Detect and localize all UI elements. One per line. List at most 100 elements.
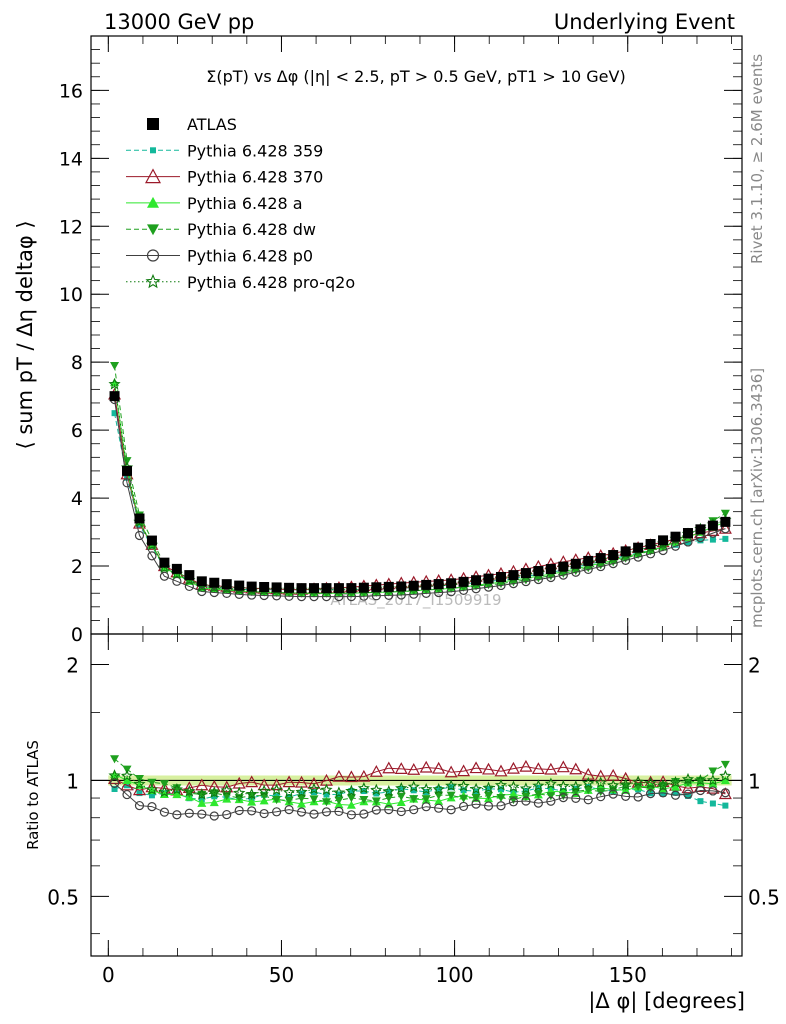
main-point: [271, 582, 282, 593]
ratio-point: [507, 780, 520, 793]
main-point: [346, 583, 357, 594]
legend-entry-atlas: ATLAS: [147, 115, 237, 134]
ratio-point: [396, 797, 406, 807]
ratio-point: [482, 781, 495, 794]
ratio-point: [506, 761, 520, 774]
ratio-point: [371, 805, 381, 815]
main-series-line: [114, 365, 726, 594]
ratio-point: [719, 769, 732, 782]
ratio-ytick-label: 0.5: [47, 885, 79, 909]
ratio-point: [709, 800, 716, 807]
ratio-point: [569, 762, 583, 775]
ratio-point: [384, 794, 394, 803]
main-series-pythia-6-428-370: [108, 387, 732, 595]
main-point: [446, 578, 457, 589]
ratio-point: [195, 788, 209, 800]
ratio-point: [546, 792, 556, 801]
main-point: [246, 581, 257, 592]
ratio-point: [720, 788, 730, 798]
legend-marker: [146, 249, 160, 262]
ratio-point: [346, 800, 356, 809]
ratio-point: [521, 796, 531, 806]
ratio-point: [370, 783, 383, 796]
ratio-point: [508, 797, 519, 807]
ratio-point: [644, 776, 657, 789]
ratio-point: [172, 790, 182, 799]
ratio-point: [334, 796, 344, 805]
ratio-point: [421, 802, 431, 812]
ratio-axis-ticks: 0 50 100 150 0.5 0.5 1 1 2 2: [47, 634, 780, 987]
ratio-point: [159, 780, 169, 789]
legend-label: Pythia 6.428 a: [187, 194, 303, 213]
main-point: [520, 568, 531, 579]
ratio-point: [693, 780, 707, 792]
ratio-point: [346, 794, 356, 803]
ratio-point: [311, 789, 318, 796]
ratio-point: [209, 811, 219, 821]
ratio-point: [147, 778, 157, 787]
legend-entry-pythia-6-428-a: Pythia 6.428 a: [126, 194, 303, 213]
main-ytick-label: 14: [59, 148, 83, 170]
main-point: [309, 583, 320, 594]
ratio-xtick-label: 150: [609, 963, 647, 987]
ratio-point: [108, 769, 121, 781]
main-point: [458, 576, 469, 587]
ratio-point: [720, 776, 730, 785]
main-point: [134, 530, 145, 541]
main-point: [134, 513, 145, 524]
ratio-point: [183, 784, 196, 797]
ratio-series-line: [114, 783, 726, 817]
ratio-point: [660, 790, 667, 797]
ratio-point: [583, 795, 593, 805]
ratio-point: [582, 776, 595, 789]
ratio-point: [120, 769, 134, 782]
ratio-point: [282, 786, 296, 798]
ratio-point: [233, 786, 246, 799]
ratio-point: [484, 791, 494, 800]
legend: ATLAS Pythia 6.428 359 Pythia 6.428 370 Pyt…: [126, 115, 355, 292]
ratio-point: [323, 791, 330, 798]
main-point: [159, 571, 170, 581]
legend-entry-pythia-6-428-pro-q2o: Pythia 6.428 pro-q2o: [126, 273, 355, 292]
ratio-point: [220, 784, 233, 796]
main-point: [670, 541, 681, 551]
ratio-ytick-label-right: 1: [748, 769, 761, 793]
ratio-point: [494, 764, 508, 777]
ratio-point: [421, 795, 431, 804]
ratio-point: [407, 780, 420, 793]
ratio-point: [544, 777, 557, 790]
ratio-point: [708, 767, 718, 776]
ratio-point: [258, 784, 271, 797]
main-point: [396, 581, 407, 592]
main-point: [197, 586, 207, 597]
main-ytick-label: 0: [71, 624, 83, 646]
main-series-layer: [108, 361, 732, 602]
ratio-point: [295, 785, 308, 798]
ratio-point: [220, 780, 234, 793]
ratio-point: [382, 761, 396, 774]
header-right: Underlying Event: [554, 10, 735, 34]
ratio-point: [485, 785, 492, 792]
main-point: [695, 524, 706, 535]
ratio-point: [706, 773, 720, 786]
ratio-point: [344, 770, 358, 783]
ratio-point: [658, 788, 668, 798]
ratio-point: [434, 791, 444, 800]
ratio-series-pythia-6-428-p0: [109, 778, 730, 821]
ratio-point: [332, 786, 346, 798]
ratio-point: [684, 792, 691, 799]
ratio-point: [409, 805, 419, 815]
main-point: [146, 535, 157, 546]
legend-label: Pythia 6.428 p0: [187, 247, 313, 266]
ratio-point: [346, 810, 356, 820]
main-point: [471, 575, 482, 586]
legend-marker: [147, 224, 159, 236]
ratio-point: [245, 775, 259, 788]
ratio-point: [556, 760, 570, 773]
main-series-pythia-6-428-dw: [110, 361, 730, 598]
ratio-point: [419, 760, 433, 773]
ratio-ytick-label: 1: [66, 769, 79, 793]
ratio-point: [519, 782, 533, 794]
ratio-point: [396, 806, 406, 817]
